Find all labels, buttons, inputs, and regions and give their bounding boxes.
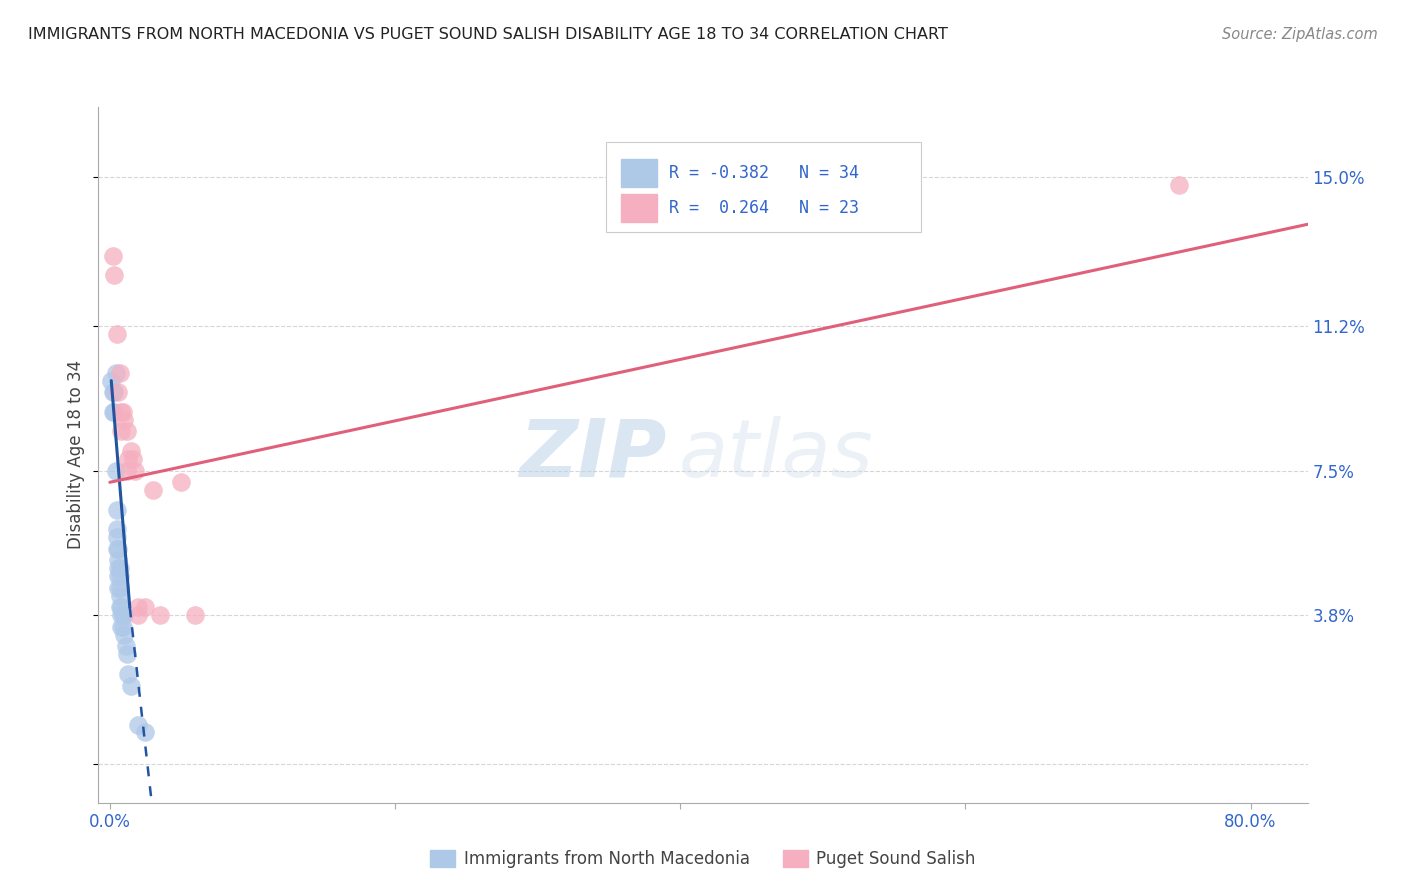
Text: IMMIGRANTS FROM NORTH MACEDONIA VS PUGET SOUND SALISH DISABILITY AGE 18 TO 34 CO: IMMIGRANTS FROM NORTH MACEDONIA VS PUGET… [28,27,948,42]
Legend: Immigrants from North Macedonia, Puget Sound Salish: Immigrants from North Macedonia, Puget S… [423,843,983,874]
Point [105,541,128,556]
Point [108,561,131,575]
Point [134,600,156,615]
Point [107,569,129,583]
Point [115,464,138,478]
Point [111,620,134,634]
Point [101,385,124,400]
Point [127,600,149,615]
Point [108,366,131,380]
Point [103,385,125,400]
Point [111,608,134,623]
Text: Source: ZipAtlas.com: Source: ZipAtlas.com [1222,27,1378,42]
Point [112,608,135,623]
Point [184,608,207,623]
Text: ZIP: ZIP [519,416,666,494]
Point [121,451,143,466]
Point [115,425,138,439]
Point [110,425,132,439]
Point [101,249,124,263]
Point [105,530,128,544]
Point [111,405,134,419]
Point [127,717,149,731]
Point [170,475,193,490]
Point [105,522,128,536]
Point [127,608,149,623]
Point [110,620,132,634]
Point [103,405,125,419]
Point [115,647,138,661]
Point [100,374,122,388]
Point [107,561,129,575]
FancyBboxPatch shape [621,194,657,222]
Point [104,464,127,478]
Point [120,679,142,693]
Point [114,640,136,654]
Point [110,600,132,615]
FancyBboxPatch shape [621,159,657,187]
Text: atlas: atlas [679,416,873,494]
Point [104,366,127,380]
Point [107,553,129,567]
Point [107,385,129,400]
Text: R =  0.264   N = 23: R = 0.264 N = 23 [669,199,859,217]
Point [108,581,131,595]
Point [101,405,124,419]
Point [107,581,129,595]
Point [112,413,135,427]
Point [120,444,142,458]
Text: R = -0.382   N = 34: R = -0.382 N = 34 [669,164,859,182]
Point [103,268,125,282]
Point [107,541,129,556]
Point [110,405,132,419]
Point [105,502,128,516]
Point [110,608,132,623]
Point [105,326,128,341]
Point [1168,178,1191,193]
Point [117,666,139,681]
Y-axis label: Disability Age 18 to 34: Disability Age 18 to 34 [67,360,86,549]
Point [134,725,156,739]
Point [142,483,165,497]
Point [108,569,131,583]
Point [112,628,135,642]
Point [149,608,172,623]
Point [108,589,131,603]
Point [117,451,139,466]
FancyBboxPatch shape [606,142,921,232]
Point [108,600,131,615]
Point [124,464,146,478]
